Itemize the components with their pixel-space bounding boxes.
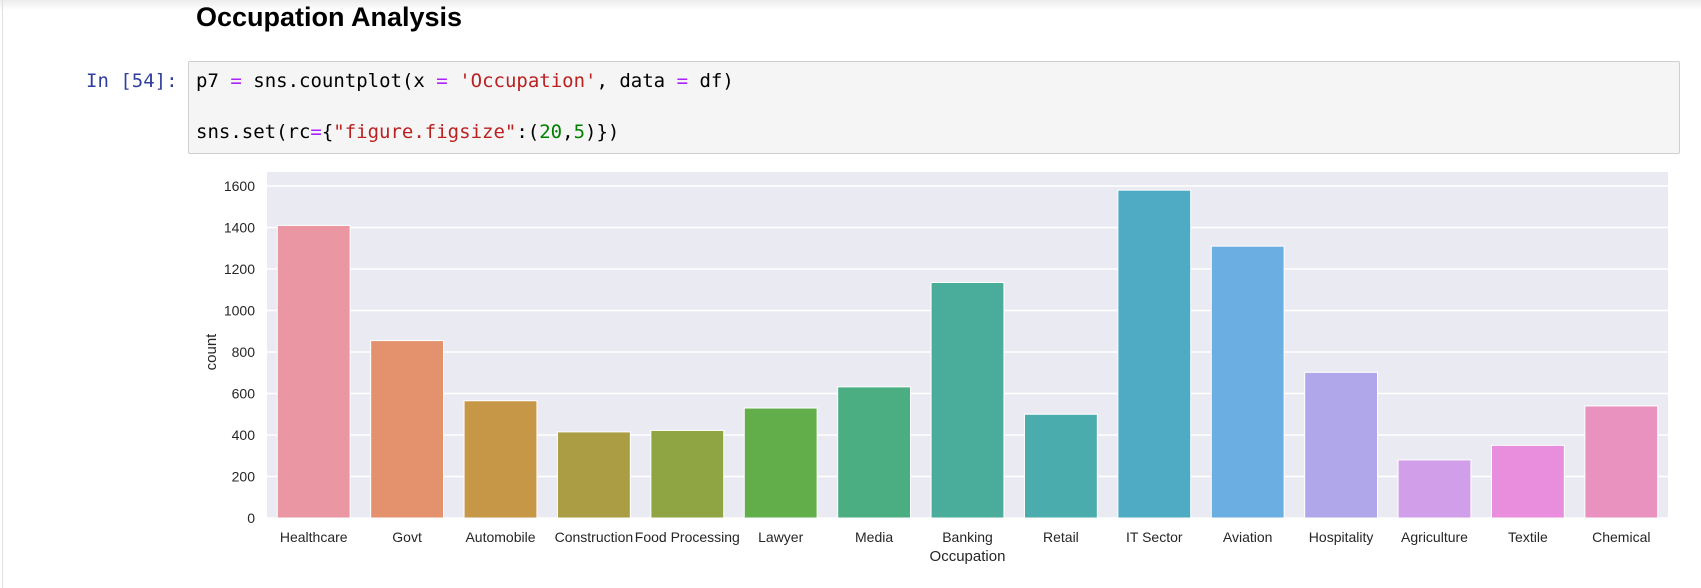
x-tick-label: Lawyer <box>758 529 803 545</box>
x-tick-label: Aviation <box>1223 529 1273 545</box>
x-axis-label: Occupation <box>930 548 1006 565</box>
code-token-string: 'Occupation' <box>459 70 597 92</box>
x-tick-label: Construction <box>555 529 634 545</box>
notebook-top-shadow <box>0 0 1701 10</box>
cell-output-chart: 0 200 400 600 800 1000 1200 1400 1600 Healthcare G… <box>188 160 1688 570</box>
y-tick-label: 800 <box>232 344 256 360</box>
y-tick-label: 200 <box>232 469 256 485</box>
bar <box>1210 245 1285 519</box>
x-tick-label: Automobile <box>465 529 535 545</box>
x-tick-label: Textile <box>1508 529 1548 545</box>
bar <box>370 340 445 519</box>
x-tick-label: Retail <box>1043 529 1079 545</box>
x-tick-label: Food Processing <box>635 529 740 545</box>
bar <box>276 224 351 519</box>
cell-prompt: In [54]: <box>86 70 178 92</box>
x-tick-label: Media <box>855 529 893 545</box>
bar <box>556 431 631 519</box>
x-tick-label: Agriculture <box>1401 529 1468 545</box>
code-token-sep: , data <box>596 70 666 92</box>
code-token-eq: = <box>676 70 689 92</box>
y-axis-label: count <box>203 333 220 371</box>
code-token-assign: = <box>230 70 242 92</box>
code-token-brace: { <box>321 121 334 143</box>
y-tick-label: 1600 <box>224 178 255 194</box>
bar <box>837 386 912 519</box>
code-line-1: p7 = sns.countplot(x = 'Occupation', dat… <box>196 70 734 92</box>
code-token-eq: = <box>310 121 322 143</box>
section-heading: Occupation Analysis <box>196 2 463 32</box>
bar <box>1490 444 1565 519</box>
y-tick-label: 400 <box>232 427 256 443</box>
bar <box>650 429 725 519</box>
bar <box>463 400 538 519</box>
bar <box>930 281 1005 519</box>
x-tick-label: Chemical <box>1592 529 1650 545</box>
bar <box>1304 371 1379 519</box>
bar <box>1023 413 1098 519</box>
x-tick-label: Govt <box>392 529 422 545</box>
x-tick-label: Healthcare <box>280 529 348 545</box>
x-tick-label: IT Sector <box>1126 529 1183 545</box>
y-tick-label: 0 <box>247 510 255 526</box>
x-tick-label: Hospitality <box>1309 529 1374 545</box>
bar <box>1584 405 1659 519</box>
code-token-head: sns.set(rc <box>196 121 311 143</box>
notebook-left-rule <box>2 0 3 588</box>
bar <box>1117 189 1192 519</box>
code-token-call: sns.countplot(x <box>253 70 425 92</box>
code-token-eq: = <box>436 70 448 92</box>
y-tick-label: 1200 <box>224 261 255 277</box>
code-token-var: p7 <box>196 70 219 92</box>
code-token-tail: df) <box>699 70 734 92</box>
code-token-colon: :( <box>516 121 540 143</box>
x-tick-label: Banking <box>942 529 993 545</box>
code-cell-input[interactable]: p7 = sns.countplot(x = 'Occupation', dat… <box>188 61 1680 154</box>
code-token-number: 20 <box>539 121 563 143</box>
bar <box>1397 459 1472 519</box>
y-tick-label: 600 <box>232 386 256 402</box>
code-token-number: 5 <box>573 121 586 143</box>
code-token-comma: , <box>562 121 574 143</box>
countplot-chart: 0 200 400 600 800 1000 1200 1400 1600 Healthcare G… <box>203 172 1668 565</box>
y-tick-label: 1000 <box>224 303 255 319</box>
code-token-close: )}) <box>585 121 620 143</box>
code-line-2: sns.set(rc={"figure.figsize":(20,5)}) <box>196 121 619 143</box>
y-tick-label: 1400 <box>224 220 255 236</box>
bar <box>743 407 818 519</box>
code-token-string: "figure.figsize" <box>333 121 517 143</box>
